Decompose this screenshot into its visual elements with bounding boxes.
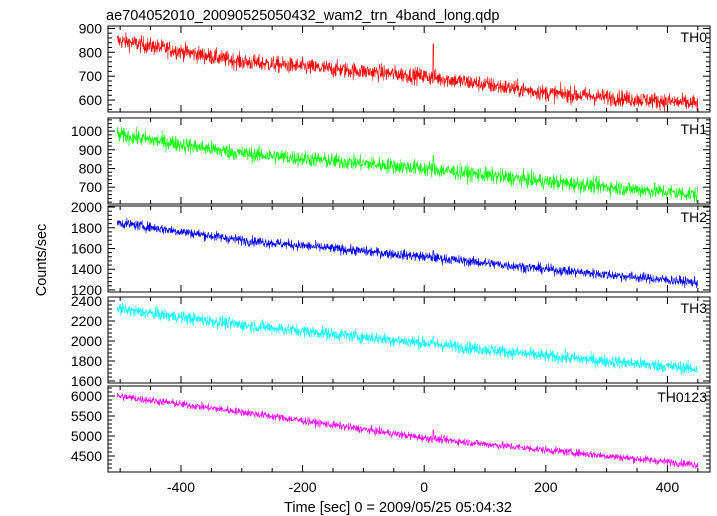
x-tick-label: 200 (534, 479, 558, 495)
y-tick-label: 1400 (71, 261, 102, 277)
y-tick-label: 5000 (71, 428, 102, 444)
y-tick-label: 700 (79, 68, 103, 84)
panel-label: TH1 (681, 121, 708, 137)
y-tick-label: 1800 (71, 353, 102, 369)
panel-label: TH2 (681, 209, 708, 225)
series-line-th0 (116, 32, 699, 112)
x-tick-label: 0 (420, 479, 428, 495)
panel-label: TH0 (681, 29, 708, 45)
x-tick-label: -400 (167, 479, 195, 495)
y-tick-label: 900 (79, 20, 103, 36)
y-tick-label: 700 (79, 179, 103, 195)
x-tick-label: -200 (289, 479, 317, 495)
chart-title: ae704052010_20090525050432_wam2_trn_4ban… (106, 8, 499, 24)
series-line-th1 (116, 126, 699, 203)
y-tick-label: 6000 (71, 388, 102, 404)
panel-th0: 600 700 800 900 TH0 (79, 20, 711, 113)
y-tick-label: 2000 (71, 333, 102, 349)
series-line-th0123 (116, 393, 699, 469)
y-tick-label: 900 (79, 142, 103, 158)
y-tick-label: 1600 (71, 240, 102, 256)
y-tick-label: 4500 (71, 448, 102, 464)
y-tick-label: 5500 (71, 408, 102, 424)
y-tick-label: 1600 (71, 373, 102, 389)
panel-label: TH0123 (657, 389, 707, 405)
panel-th1: 700 800 900 1000 TH1 (71, 117, 711, 205)
y-tick-label: 1000 (71, 123, 102, 139)
panel-label: TH3 (681, 300, 708, 316)
y-tick-label: 2000 (71, 199, 102, 215)
y-tick-label: 1800 (71, 220, 102, 236)
panel-th0123: 4500 5000 5500 6000 TH0123 (71, 385, 711, 473)
series-line-th3 (116, 302, 699, 376)
panel-th3: 1600 1800 2000 2200 2400 TH3 (71, 293, 711, 389)
series-line-th2 (116, 217, 699, 289)
y-tick-label: 600 (79, 92, 103, 108)
panel-frame (107, 296, 711, 384)
x-axis-label: Time [sec] 0 = 2009/05/25 05:04:32 (284, 500, 512, 516)
panel-frame (107, 205, 711, 293)
y-tick-label: 2200 (71, 313, 102, 329)
y-tick-label: 800 (79, 44, 103, 60)
panel-th2: 1200 1400 1600 1800 2000 TH2 (71, 199, 711, 298)
panel-frame (107, 25, 711, 113)
y-tick-label: 2400 (71, 293, 102, 309)
y-axis-label: Counts/sec (34, 224, 50, 297)
y-tick-label: 800 (79, 160, 103, 176)
x-tick-label: 400 (656, 479, 680, 495)
panel-frame (107, 385, 711, 473)
y-tick-label: 1200 (71, 282, 102, 298)
